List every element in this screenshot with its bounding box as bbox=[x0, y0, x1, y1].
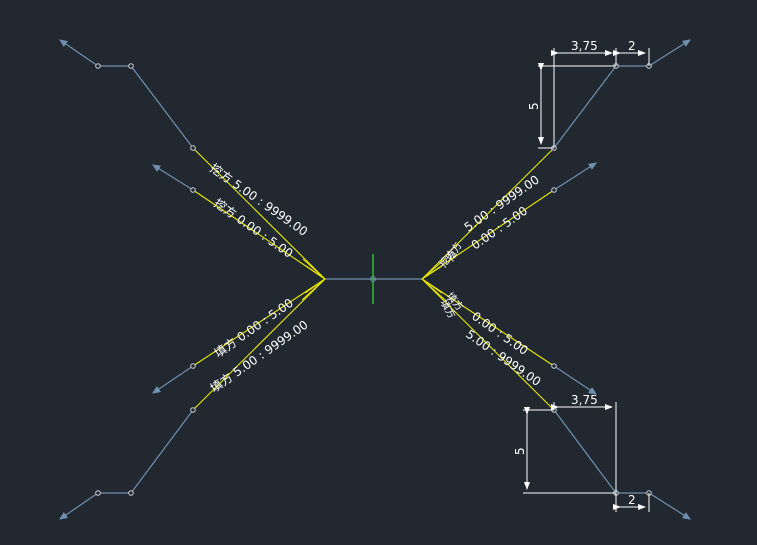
lower-right-slope-group bbox=[421, 278, 692, 520]
bottom-height-dimension: 5 bbox=[513, 447, 527, 455]
lower-left-slope-group bbox=[59, 278, 326, 520]
top-width-dimension: 3,75 bbox=[571, 39, 598, 53]
lower-right-dimensions bbox=[523, 402, 650, 512]
center-point bbox=[370, 276, 376, 282]
upper-left-slope-group bbox=[59, 39, 326, 280]
bottom-offset-dimension: 2 bbox=[628, 493, 636, 507]
upper-right-dimensions bbox=[538, 48, 650, 149]
top-offset-dimension: 2 bbox=[628, 39, 636, 53]
bottom-width-dimension: 3,75 bbox=[571, 393, 598, 407]
upper-left-inner-label: 挖方 0.00 : 5.00 bbox=[211, 195, 296, 261]
upper-right-slope-group bbox=[421, 39, 692, 280]
top-height-dimension: 5 bbox=[527, 102, 541, 110]
